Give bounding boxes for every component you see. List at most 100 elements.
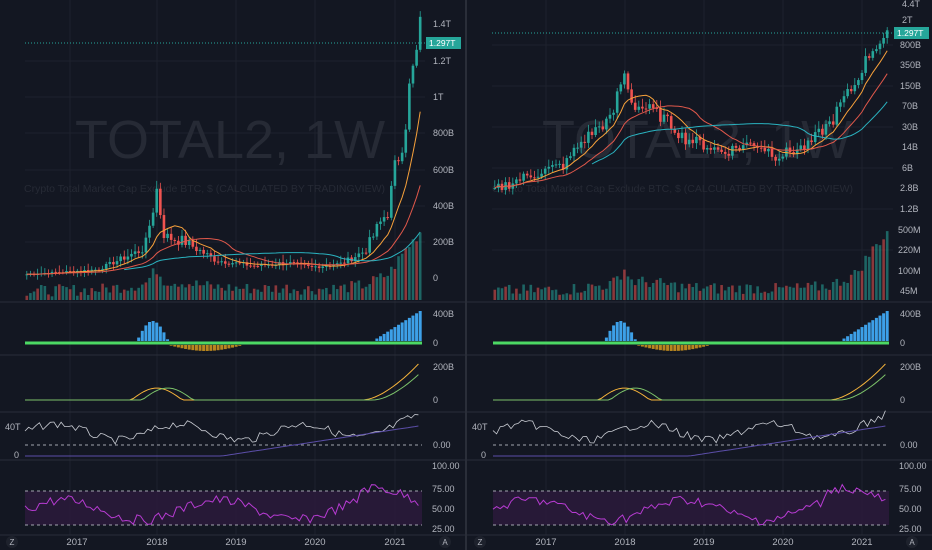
candle-body bbox=[846, 89, 849, 97]
candle-body bbox=[842, 96, 846, 103]
histogram-bar bbox=[860, 327, 864, 341]
volume-bar bbox=[792, 287, 795, 300]
candle-body bbox=[357, 253, 361, 258]
volume-bar bbox=[361, 288, 364, 300]
price-tick: 1.4T bbox=[433, 19, 452, 29]
candle-body bbox=[576, 147, 579, 149]
candle-body bbox=[50, 271, 54, 274]
candle-body bbox=[220, 261, 223, 263]
volume-bar bbox=[813, 281, 817, 300]
histogram-bar bbox=[874, 317, 878, 341]
candle-body bbox=[368, 237, 371, 253]
right-oscillator bbox=[492, 410, 889, 457]
time-tick: 2018 bbox=[614, 537, 635, 548]
volume-bar bbox=[720, 285, 723, 300]
price-tick: 100M bbox=[898, 266, 921, 276]
right-chart: TOTAL2, 1W Crypto Total Market Cap Exclu… bbox=[467, 0, 932, 550]
rsi-tick: 25.00 bbox=[432, 524, 455, 534]
volume-bar bbox=[788, 286, 792, 300]
candle-body bbox=[871, 51, 875, 58]
right-auto-scale-button[interactable]: A bbox=[906, 536, 918, 548]
histogram-bar bbox=[853, 331, 857, 341]
volume-bar bbox=[875, 244, 878, 300]
volume-bar bbox=[529, 284, 533, 300]
candle-body bbox=[554, 164, 558, 166]
volume-bar bbox=[252, 288, 256, 300]
candle-body bbox=[741, 145, 745, 150]
histogram-bar bbox=[676, 345, 680, 351]
oscillator-signal bbox=[25, 425, 419, 457]
volume-bar bbox=[339, 285, 343, 300]
volume-bar bbox=[108, 292, 112, 300]
volume-bar bbox=[767, 293, 770, 300]
volume-bar bbox=[166, 285, 169, 300]
candle-body bbox=[525, 173, 529, 176]
histogram-bar bbox=[655, 345, 659, 350]
rsi-tick: 100.00 bbox=[432, 461, 460, 471]
candle-body bbox=[691, 139, 695, 144]
volume-bar bbox=[249, 293, 252, 300]
volume-bar bbox=[130, 287, 133, 300]
volume-bar bbox=[619, 279, 623, 300]
oscillator-line bbox=[492, 410, 886, 444]
candle-body bbox=[371, 236, 375, 238]
candle-body bbox=[119, 256, 122, 262]
candle-body bbox=[821, 128, 824, 135]
candle-body bbox=[763, 147, 767, 152]
osc-left-tick: 0 bbox=[14, 450, 19, 460]
right-zoom-button[interactable]: Z bbox=[474, 536, 486, 548]
candle-body bbox=[238, 262, 242, 264]
price-tag-label: 1.297T bbox=[897, 28, 923, 38]
candle-body bbox=[666, 114, 669, 117]
candle-body bbox=[587, 131, 590, 143]
left-zoom-button[interactable]: Z bbox=[6, 536, 18, 548]
left-auto-scale-button[interactable]: A bbox=[439, 536, 451, 548]
volume-bar bbox=[112, 285, 115, 300]
volume-bar bbox=[39, 285, 43, 300]
candle-body bbox=[626, 73, 630, 90]
candle-body bbox=[633, 102, 637, 110]
candle-body bbox=[393, 160, 397, 186]
candle-body bbox=[799, 145, 803, 150]
histogram-bar bbox=[411, 315, 415, 341]
left-volume-bars bbox=[25, 232, 422, 300]
price-tick: 70B bbox=[902, 101, 918, 111]
volume-bar bbox=[731, 285, 734, 300]
histogram-bar bbox=[867, 322, 871, 341]
left-symbol-watermark: TOTAL2, 1W bbox=[75, 110, 385, 170]
histogram-bar bbox=[382, 333, 386, 341]
candle-body bbox=[572, 147, 576, 157]
candle-body bbox=[817, 128, 821, 133]
volume-bar bbox=[281, 288, 285, 300]
candle-body bbox=[637, 106, 641, 110]
left-price-axis[interactable]: 1.4T 1.2T 1T 800B 600B 400B 200B 0 bbox=[433, 19, 454, 283]
candle-body bbox=[857, 80, 860, 86]
candle-body bbox=[112, 261, 115, 265]
candle-body bbox=[705, 148, 709, 150]
right-price-axis[interactable]: 4.4T 2T 800B 350B 150B 70B 30B 14B 6B 2.… bbox=[898, 0, 921, 296]
volume-bar bbox=[375, 277, 379, 300]
right-time-axis[interactable]: 2017 2018 2019 2020 2021 bbox=[535, 537, 872, 548]
candle-body bbox=[400, 152, 404, 162]
candle-body bbox=[493, 188, 497, 190]
histogram-bar bbox=[622, 322, 626, 341]
candle-body bbox=[122, 256, 126, 260]
candle-body bbox=[619, 84, 623, 92]
time-tick: 2017 bbox=[66, 537, 87, 548]
left-time-axis[interactable]: 2017 2018 2019 2020 2021 bbox=[66, 537, 405, 548]
left-moving-averages bbox=[26, 111, 421, 275]
candle-body bbox=[853, 85, 857, 92]
histogram-bar bbox=[418, 311, 422, 341]
volume-bar bbox=[325, 287, 328, 300]
histogram-bar bbox=[604, 337, 608, 341]
histogram-bar bbox=[615, 321, 619, 341]
volume-bar bbox=[371, 276, 375, 300]
rsi-line bbox=[492, 483, 886, 526]
volume-bar bbox=[382, 277, 386, 300]
volume-bar bbox=[159, 276, 162, 300]
volume-bar bbox=[716, 293, 720, 300]
candle-body bbox=[716, 147, 720, 150]
histogram-bar bbox=[180, 345, 184, 349]
rsi-line bbox=[24, 484, 419, 526]
volume-bar bbox=[155, 274, 159, 300]
